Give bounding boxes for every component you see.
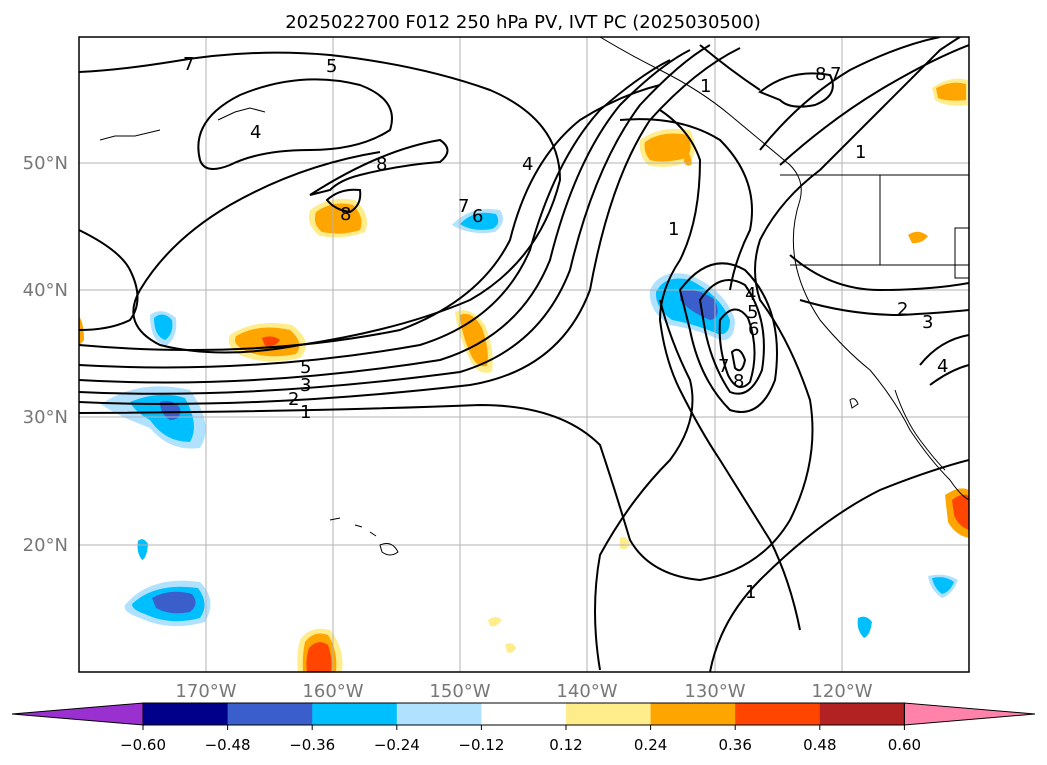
contour-label: 1: [300, 402, 311, 423]
colorbar-tick-label: 0.60: [888, 736, 921, 754]
positive-anomaly-region: [262, 336, 280, 347]
negative-anomaly-region: [680, 289, 718, 320]
lon-label-170w: 170°W: [175, 681, 236, 702]
positive-anomaly-region: [505, 643, 516, 653]
contour-label: 1: [668, 219, 679, 240]
colorbar-tick-label: 0.36: [718, 736, 751, 754]
contour-label: 1: [855, 142, 866, 163]
contour-label: 5: [300, 357, 311, 378]
colorbar-segment: [312, 703, 398, 725]
positive-anomaly-region: [460, 313, 488, 367]
colorbar-tick-labels: −0.60 −0.48 −0.36 −0.24 −0.12 0.12 0.24 0.36 0.4…: [120, 725, 921, 754]
negative-anomaly-region: [137, 539, 148, 560]
contour-label: 5: [326, 56, 337, 77]
lon-label-120w: 120°W: [811, 681, 872, 702]
contour-labels: 7 5 4 8 8 7 6 4 1 8 7 4 5 6 7 8 5 3 2 1 …: [183, 54, 948, 603]
colorbar-segment: [735, 703, 821, 725]
lat-label-40n: 40°N: [23, 280, 68, 301]
colorbar-extend-low: [11, 702, 144, 726]
lon-label-130w: 130°W: [684, 681, 745, 702]
contour-label: 8: [376, 154, 387, 175]
positive-anomaly-region: [952, 494, 969, 530]
lat-label-50n: 50°N: [23, 153, 68, 174]
contour-label: 3: [922, 312, 933, 333]
contour-label: 4: [745, 284, 756, 305]
longitude-labels: 170°W 160°W 150°W 140°W 130°W 120°W: [175, 681, 872, 702]
contour-label: 4: [937, 356, 948, 377]
colorbar-segment: [650, 703, 736, 725]
colorbar-segment: [481, 703, 567, 725]
negative-anomaly-region: [932, 577, 954, 594]
contour-label: 7: [183, 54, 194, 75]
contour-label: 7: [718, 356, 729, 377]
colorbar-tick-label: −0.48: [205, 736, 251, 754]
colorbar-segment: [819, 703, 905, 725]
colorbar-tick-label: 0.48: [803, 736, 836, 754]
positive-anomaly-region: [684, 151, 692, 166]
negative-anomaly-region: [160, 400, 181, 420]
lat-label-30n: 30°N: [23, 407, 68, 428]
lon-label-150w: 150°W: [429, 681, 490, 702]
contour-label: 8: [340, 204, 351, 225]
contour-label: 4: [250, 122, 261, 143]
contour-label: 7: [458, 196, 469, 217]
positive-anomaly-region: [306, 642, 332, 672]
ivt-contours: [79, 37, 969, 672]
lon-label-140w: 140°W: [556, 681, 617, 702]
colorbar-tick-label: 0.12: [549, 736, 582, 754]
colorbar-segment: [227, 703, 313, 725]
contour-label: 4: [522, 154, 533, 175]
colorbar-tick-label: −0.24: [374, 736, 420, 754]
colorbar-tick-label: −0.60: [120, 736, 166, 754]
positive-anomaly-region: [644, 133, 691, 162]
colorbar-segment: [396, 703, 482, 725]
contour-label: 1: [745, 582, 756, 603]
contour-label: 8: [815, 64, 826, 85]
positive-anomaly-region: [79, 316, 84, 346]
colorbar-segment: [143, 703, 229, 725]
contour-label: 7: [830, 64, 841, 85]
contour-label: 1: [700, 76, 711, 97]
negative-anomaly-region: [154, 314, 173, 340]
positive-anomaly-region: [936, 82, 966, 101]
negative-anomaly-region: [152, 591, 196, 614]
negative-anomaly-region: [857, 616, 872, 638]
lat-label-20n: 20°N: [23, 535, 68, 556]
colorbar-segment: [566, 703, 652, 725]
colorbar-tick-label: −0.36: [289, 736, 335, 754]
colorbar: [11, 702, 1036, 726]
contour-label: 2: [897, 299, 908, 320]
contour-label: 5: [747, 302, 758, 323]
contour-label: 6: [748, 319, 759, 340]
colorbar-frame: [142, 702, 905, 726]
contour-label: 8: [733, 371, 744, 392]
positive-anomaly-region: [488, 617, 502, 627]
contour-label: 2: [288, 389, 299, 410]
colorbar-extend-high: [903, 702, 1036, 726]
latitude-labels: 50°N 40°N 30°N 20°N: [23, 153, 68, 556]
lon-label-160w: 160°W: [302, 681, 363, 702]
colorbar-tick-label: −0.12: [458, 736, 504, 754]
positive-anomaly-region: [908, 231, 928, 244]
map-area: 7 5 4 8 8 7 6 4 1 8 7 4 5 6 7 8 5 3 2 1 …: [79, 37, 969, 672]
gridlines: [79, 37, 969, 672]
negative-anomaly-region: [460, 212, 499, 230]
contour-label: 6: [472, 206, 483, 227]
map-frame: [78, 36, 970, 673]
contour-label: 3: [300, 375, 311, 396]
positive-anomaly-region: [620, 536, 630, 550]
map-title: 2025022700 F012 250 hPa PV, IVT PC (2025…: [285, 12, 761, 33]
colorbar-tick-label: 0.24: [634, 736, 667, 754]
